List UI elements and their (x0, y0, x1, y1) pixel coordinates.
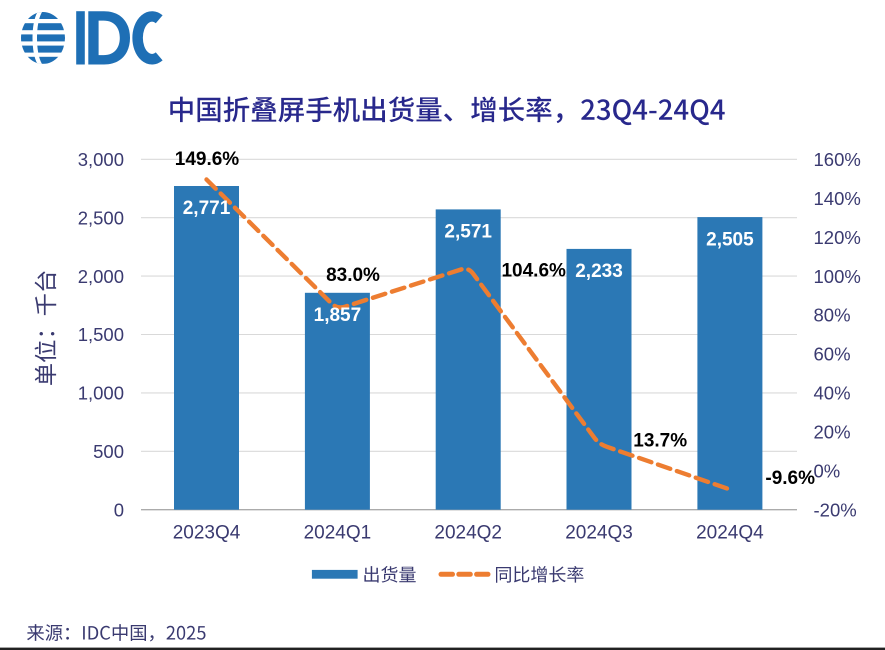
svg-text:0%: 0% (814, 460, 841, 481)
svg-text:-9.6%: -9.6% (765, 468, 815, 489)
svg-text:20%: 20% (814, 422, 851, 443)
svg-text:60%: 60% (814, 344, 851, 365)
svg-text:2,233: 2,233 (575, 261, 623, 282)
svg-text:100%: 100% (814, 266, 861, 287)
svg-text:2,500: 2,500 (78, 207, 124, 228)
svg-text:2023Q4: 2023Q4 (173, 523, 241, 544)
svg-text:120%: 120% (814, 227, 861, 248)
svg-text:2024Q3: 2024Q3 (565, 523, 633, 544)
svg-text:2024Q2: 2024Q2 (434, 523, 502, 544)
svg-text:2,771: 2,771 (183, 198, 231, 219)
svg-text:13.7%: 13.7% (633, 431, 687, 452)
svg-text:140%: 140% (814, 188, 861, 209)
svg-text:104.6%: 104.6% (501, 260, 566, 281)
svg-text:500: 500 (93, 441, 124, 462)
svg-text:-20%: -20% (814, 499, 857, 520)
svg-text:1,000: 1,000 (78, 383, 124, 404)
svg-text:1,500: 1,500 (78, 324, 124, 345)
svg-text:2,000: 2,000 (78, 266, 124, 287)
svg-text:149.6%: 149.6% (175, 149, 240, 170)
svg-text:80%: 80% (814, 305, 851, 326)
svg-text:0: 0 (114, 499, 124, 520)
svg-text:2024Q4: 2024Q4 (696, 523, 764, 544)
svg-text:83.0%: 83.0% (326, 265, 380, 286)
svg-text:40%: 40% (814, 383, 851, 404)
svg-text:160%: 160% (814, 149, 861, 170)
svg-text:1,857: 1,857 (314, 305, 362, 326)
svg-text:3,000: 3,000 (78, 149, 124, 170)
svg-text:2024Q1: 2024Q1 (304, 523, 372, 544)
svg-text:2,571: 2,571 (444, 222, 492, 243)
svg-text:2,505: 2,505 (706, 229, 754, 250)
